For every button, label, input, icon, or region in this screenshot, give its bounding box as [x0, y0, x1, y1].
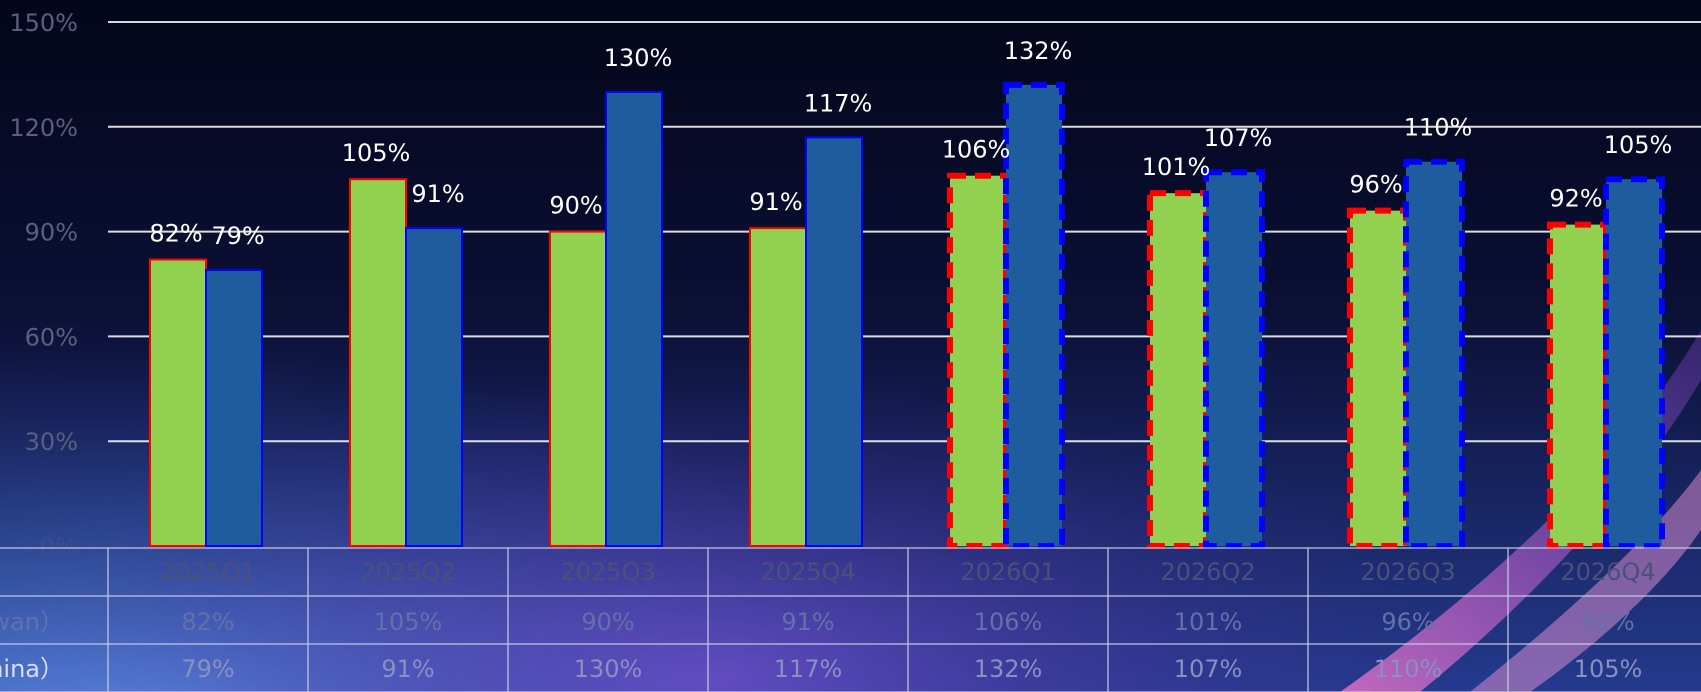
bar-series-2	[1203, 169, 1265, 549]
y-tick-label: 30%	[25, 428, 78, 456]
data-label: 132%	[1004, 37, 1073, 65]
table-cell: 96%	[1381, 608, 1434, 636]
data-label: 101%	[1142, 153, 1211, 181]
bar-series-2	[1403, 158, 1465, 549]
data-label: 130%	[604, 44, 673, 72]
table-header-cell: 2026Q2	[1160, 558, 1255, 586]
table-cell: 105%	[374, 608, 443, 636]
data-label: 79%	[211, 222, 264, 250]
data-label: 117%	[804, 89, 873, 117]
bar-series-2	[1003, 81, 1065, 549]
data-label: 90%	[549, 192, 602, 220]
bar-series-1	[1347, 207, 1409, 549]
table-cell: 130%	[574, 655, 643, 683]
data-label: 96%	[1349, 171, 1402, 199]
data-label: 92%	[1549, 185, 1602, 213]
y-tick-label: 60%	[25, 323, 78, 351]
data-label: 106%	[942, 136, 1011, 164]
data-label: 105%	[342, 139, 411, 167]
table-cell: 117%	[774, 655, 843, 683]
table-header-cell: 2026Q1	[960, 558, 1055, 586]
table-header-cell: 2026Q4	[1560, 558, 1655, 586]
bar-series-1	[1547, 221, 1609, 549]
y-axis-ticks: 0% 30% 60% 90% 120% 150%	[9, 9, 78, 561]
bar-series-1	[749, 227, 807, 548]
table-header-cell: 2025Q2	[360, 558, 455, 586]
y-tick-label: 0%	[40, 533, 78, 561]
table-header-cell: 2025Q4	[760, 558, 855, 586]
table-cell: 110%	[1374, 655, 1443, 683]
bar-series-1	[1147, 190, 1209, 549]
data-table: 2025Q1 2025Q2 2025Q3 2025Q4 2026Q1 2026Q2 2026…	[0, 547, 1701, 692]
data-labels: 82% 79%105%91% 90%130%91%117%106%132%101%1…	[149, 37, 1672, 250]
table-series-name: hina）	[0, 655, 64, 683]
data-label: 91%	[749, 188, 802, 216]
data-label: 107%	[1204, 124, 1273, 152]
table-header-cell: 2025Q1	[160, 558, 255, 586]
table-cell: 90%	[581, 608, 634, 636]
background-swoosh-2	[1470, 470, 1701, 692]
y-tick-label: 150%	[9, 9, 78, 37]
bar-series-2	[1603, 176, 1665, 549]
table-cell: 105%	[1574, 655, 1643, 683]
table-cell: 79%	[181, 655, 234, 683]
table-cell: 91%	[781, 608, 834, 636]
bar-series-2	[205, 269, 263, 547]
data-label: 91%	[411, 180, 464, 208]
data-label: 110%	[1404, 114, 1473, 142]
bar-series-1	[149, 258, 207, 547]
table-cell: 82%	[181, 608, 234, 636]
bar-series-2	[405, 227, 463, 548]
y-tick-label: 90%	[25, 219, 78, 247]
bar-series-1	[549, 230, 607, 547]
bars	[149, 81, 1665, 549]
table-cell: 106%	[974, 608, 1043, 636]
table-header-cell: 2025Q3	[560, 558, 655, 586]
bar-series-1	[947, 172, 1009, 549]
bar-series-2	[605, 90, 663, 547]
table-cell: 91%	[381, 655, 434, 683]
data-label: 82%	[149, 220, 202, 248]
table-cell: 107%	[1174, 655, 1243, 683]
y-tick-label: 120%	[9, 114, 78, 142]
bar-series-2	[805, 136, 863, 547]
table-cell: 132%	[974, 655, 1043, 683]
table-cell: 101%	[1174, 608, 1243, 636]
table-series-name: aiwan）	[0, 608, 64, 636]
bar-series-1	[349, 178, 407, 547]
data-label: 105%	[1604, 131, 1673, 159]
table-header-cell: 2026Q3	[1360, 558, 1455, 586]
table-cell: 92%	[1581, 608, 1634, 636]
